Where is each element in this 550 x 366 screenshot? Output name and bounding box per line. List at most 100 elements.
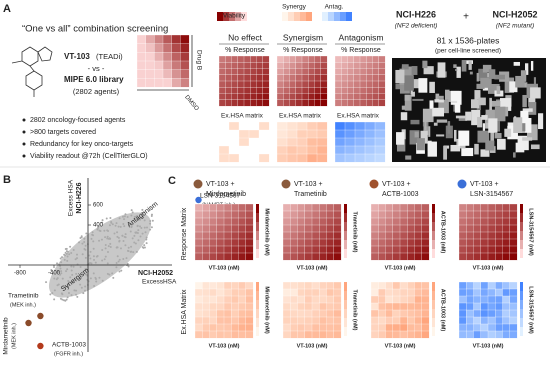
hsa-cell	[304, 309, 313, 318]
response-cell	[473, 252, 482, 261]
response-cell	[458, 245, 467, 254]
response-cell	[366, 62, 373, 69]
response-cell	[304, 231, 313, 240]
response-cell	[392, 238, 401, 247]
plate-well	[450, 90, 462, 105]
response-cell	[231, 224, 239, 233]
combo-dot	[457, 179, 467, 189]
hsa-cell	[238, 288, 247, 297]
hsa-cell	[297, 309, 306, 318]
response-cell	[289, 87, 297, 94]
cloud-point	[59, 257, 62, 260]
response-cell	[333, 231, 342, 240]
hsa-cell	[480, 323, 489, 332]
colorbar	[256, 318, 259, 327]
plate-well	[458, 130, 470, 146]
hsa-cell	[209, 295, 218, 304]
response-cell	[414, 224, 423, 233]
cloud-point	[51, 292, 54, 295]
cloud-point	[123, 218, 126, 221]
label: VT-103 +	[294, 181, 323, 188]
cloud-point	[70, 294, 73, 297]
response-cell	[282, 231, 291, 240]
hsa-cell	[304, 316, 313, 325]
cloud-point	[143, 219, 146, 222]
hsa-cell	[509, 295, 518, 304]
cloud-point	[61, 256, 64, 259]
response-cell	[407, 252, 415, 261]
cloud-point	[122, 258, 125, 261]
cloud-point	[53, 277, 56, 280]
library-matrix-cell	[154, 52, 164, 62]
hsa-cell	[223, 323, 232, 332]
response-cell	[480, 238, 489, 247]
plate-well	[496, 86, 501, 95]
response-cell	[372, 68, 380, 76]
cloud-point	[124, 233, 127, 236]
response-cell	[341, 68, 348, 76]
hsa-cell	[344, 121, 356, 131]
response-cell	[289, 68, 297, 76]
hsa-cell	[374, 153, 386, 163]
hsa-cell	[334, 121, 346, 131]
response-cell	[308, 80, 315, 88]
plate-well	[474, 143, 479, 155]
cloud-point	[118, 217, 121, 220]
library-matrix-cell	[162, 34, 173, 45]
hsa-cell	[392, 288, 401, 297]
x-tick-label: -400	[48, 271, 61, 277]
response-cell	[320, 80, 328, 88]
hsa-cell	[223, 295, 232, 304]
response-cell	[320, 99, 328, 107]
hsa-cell	[364, 137, 376, 147]
response-cell	[378, 238, 386, 247]
hsa-cell	[231, 309, 239, 318]
library-matrix-cell	[136, 34, 147, 45]
plate-well	[522, 94, 527, 108]
colorbar	[256, 204, 259, 213]
response-cell	[319, 252, 327, 261]
hsa-cell	[290, 330, 298, 339]
hsa-cell	[245, 281, 254, 290]
axis-title: VT-103 (nM)	[297, 265, 328, 271]
cloud-point	[84, 244, 87, 247]
cloud-point	[141, 232, 144, 235]
response-cell	[347, 62, 355, 69]
response-cell	[289, 99, 297, 107]
response-cell	[458, 252, 467, 261]
response-cell	[308, 99, 315, 107]
response-cell	[407, 217, 415, 226]
response-cell	[283, 74, 290, 82]
hsa-cell	[231, 295, 239, 304]
hsa-cell	[276, 153, 288, 163]
response-cell	[378, 74, 386, 82]
hsa-cell	[202, 309, 210, 318]
colorbar	[520, 309, 523, 318]
response-cell	[231, 55, 239, 63]
response-cell	[495, 231, 503, 240]
cloud-point	[68, 253, 71, 256]
plate-well	[522, 108, 533, 112]
hsa-cell	[414, 330, 423, 339]
response-cell	[502, 231, 511, 240]
hsa-cell	[421, 302, 430, 311]
hsa-cell	[223, 330, 232, 339]
hsa-cell	[282, 323, 291, 332]
response-cell	[225, 68, 232, 76]
cloud-point	[45, 281, 48, 284]
colorbar	[344, 204, 347, 213]
response-cell	[238, 203, 247, 212]
response-cell	[262, 99, 270, 107]
hsa-cell	[407, 323, 415, 332]
label: VT-103 +	[382, 181, 411, 188]
axis-title: Mirdametinib (nM)	[264, 286, 270, 334]
plate-well	[520, 110, 529, 124]
response-cell	[495, 217, 503, 226]
response-cell	[466, 231, 474, 240]
response-cell	[290, 252, 298, 261]
hsa-cell	[364, 129, 376, 139]
response-cell	[237, 93, 245, 101]
hsa-cell	[238, 302, 247, 311]
cloud-point	[123, 225, 126, 228]
response-cell	[333, 217, 342, 226]
